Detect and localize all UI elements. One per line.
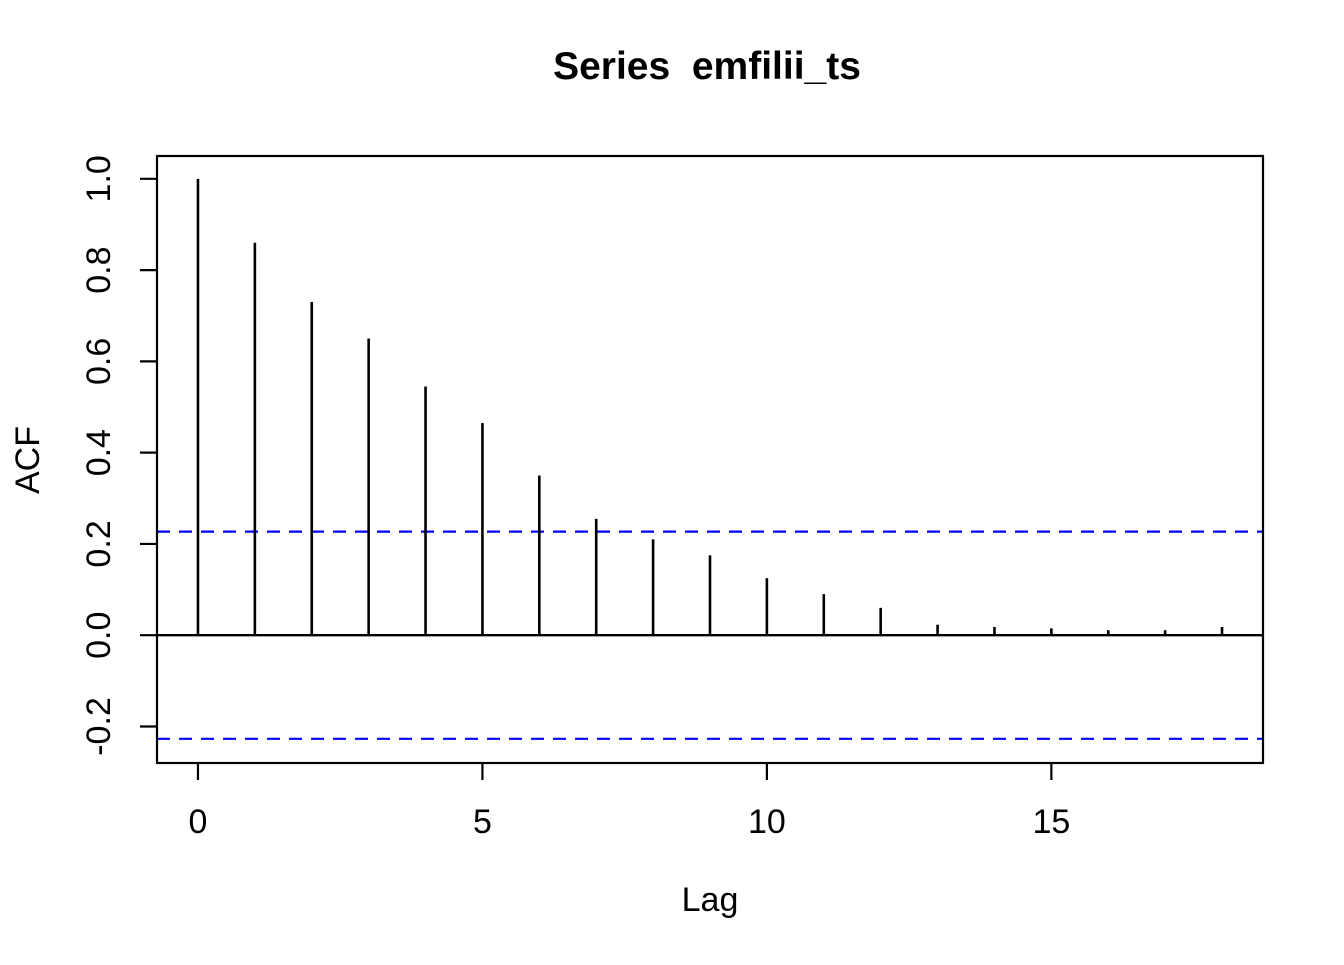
plot-frame	[155, 154, 1265, 765]
y-tick-label-0.4: 0.4	[80, 429, 118, 476]
y-tick-label-0.0: 0.0	[80, 612, 118, 659]
x-tick-label-5: 5	[473, 803, 492, 841]
y-tick-label-0.8: 0.8	[80, 246, 118, 293]
y-axis-label: ACF	[9, 426, 47, 494]
chart-plot-area: 0 5 10 15 -0.2 0.0 0.2 0.4 0.6 0.8 1.0	[80, 154, 1265, 841]
x-tick-label-0: 0	[189, 803, 208, 841]
x-tick-label-15: 15	[1032, 803, 1070, 841]
y-tick-label-0.2: 0.2	[80, 520, 118, 567]
x-axis-label: Lag	[682, 881, 739, 919]
x-tick-label-10: 10	[748, 803, 786, 841]
y-tick-label-1.0: 1.0	[80, 155, 118, 202]
chart-title: Series emfilii_ts	[553, 45, 861, 88]
y-tick-label--0.2: -0.2	[80, 697, 118, 756]
y-tick-label-0.6: 0.6	[80, 338, 118, 385]
